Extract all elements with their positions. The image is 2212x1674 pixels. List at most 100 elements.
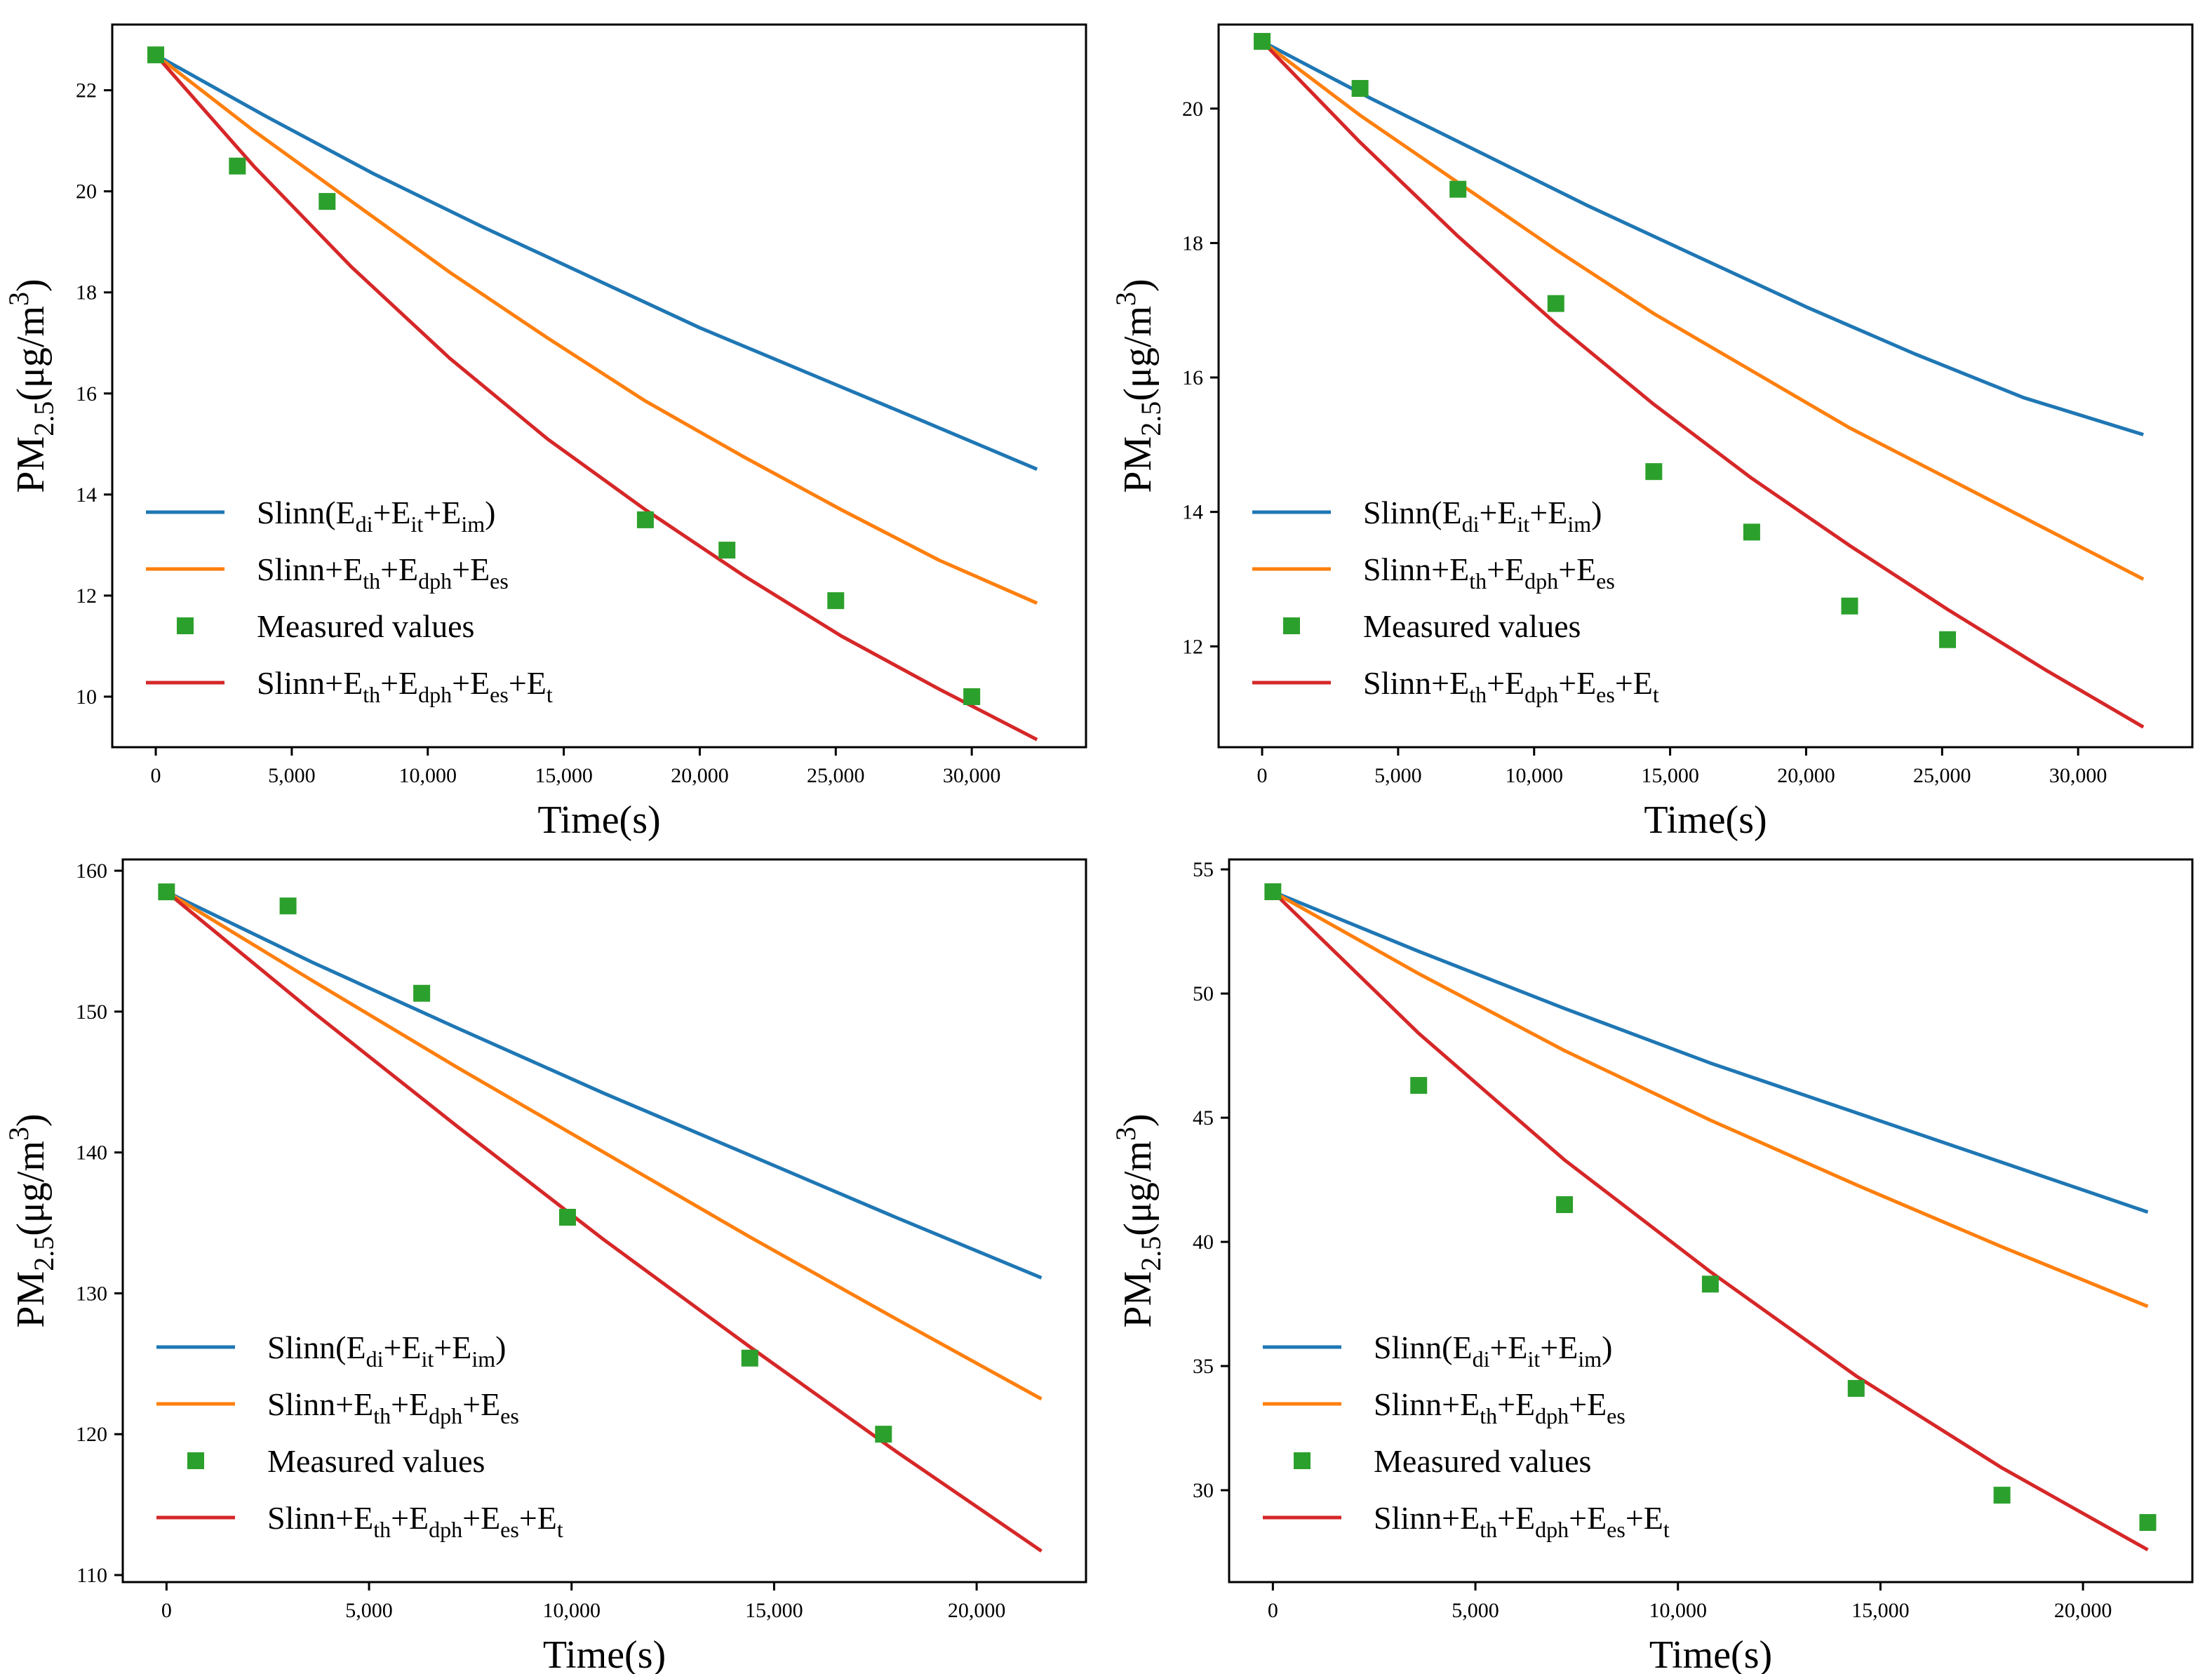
x-tick-label: 15,000 xyxy=(745,1599,803,1622)
x-tick-label: 25,000 xyxy=(1913,764,1971,787)
measured-point xyxy=(1743,523,1760,541)
measured-point xyxy=(1993,1487,2011,1504)
series-line-orange xyxy=(154,53,1038,605)
y-tick-label: 14 xyxy=(76,483,97,507)
legend-label: Measured values xyxy=(1363,608,1581,644)
x-tick-label: 15,000 xyxy=(535,764,593,787)
chart-panel-4: 0 5,000 10,000 15,000 20,000 30 35 40 45 50 55 Time… xyxy=(1110,858,2194,1674)
series-line-orange xyxy=(1272,890,2149,1308)
measured-point xyxy=(2139,1514,2157,1532)
chart-panel-1: 0 5,000 10,000 15,000 20,000 25,000 30,000 10 12… xyxy=(3,23,1087,842)
y-axis-label: PM2.5(μg/m3) xyxy=(1110,1113,1167,1327)
series-line-blue xyxy=(1261,39,2144,436)
x-tick-label: 20,000 xyxy=(948,1599,1006,1622)
x-tick-label: 0 xyxy=(151,764,161,787)
series-line-blue xyxy=(166,890,1043,1280)
y-tick-label: 110 xyxy=(76,1564,107,1587)
x-tick-label: 30,000 xyxy=(943,764,1001,787)
measured-point xyxy=(741,1349,758,1367)
x-tick-label: 30,000 xyxy=(2049,764,2107,787)
y-axis-label: PM2.5(μg/m3) xyxy=(3,1113,60,1327)
legend-label: Slinn(Edi+Eit+Eim) xyxy=(1363,495,1602,537)
y-tick-label: 14 xyxy=(1182,501,1203,524)
x-tick-label: 0 xyxy=(161,1599,172,1622)
x-axis-label: Time(s) xyxy=(1644,798,1767,842)
legend-label: Slinn(Edi+Eit+Eim) xyxy=(257,495,495,537)
series-line-red xyxy=(1271,890,2149,1552)
measured-point xyxy=(1449,180,1467,198)
y-tick-label: 12 xyxy=(76,584,97,608)
measured-point xyxy=(1264,883,1282,901)
measured-point xyxy=(827,592,845,610)
measured-point xyxy=(147,46,165,64)
y-tick-label: 16 xyxy=(1182,366,1203,389)
y-tick-label: 30 xyxy=(1193,1479,1214,1502)
y-tick-label: 45 xyxy=(1193,1106,1214,1130)
measured-point xyxy=(1254,32,1271,50)
measured-point xyxy=(963,688,981,705)
y-tick-label: 10 xyxy=(76,685,97,709)
measured-point xyxy=(558,1208,576,1226)
y-tick-label: 40 xyxy=(1193,1231,1214,1254)
y-tick-label: 16 xyxy=(76,382,97,406)
series-line-blue xyxy=(154,53,1038,471)
x-axis-label: Time(s) xyxy=(1649,1633,1772,1674)
measured-point xyxy=(1645,463,1663,481)
y-axis-label: PM2.5(μg/m3) xyxy=(3,279,60,493)
y-tick-label: 130 xyxy=(76,1282,107,1305)
y-tick-label: 50 xyxy=(1193,982,1214,1005)
measured-point xyxy=(718,542,736,559)
x-tick-label: 10,000 xyxy=(1505,764,1563,787)
measured-point xyxy=(1351,80,1369,98)
measured-point xyxy=(1701,1275,1719,1293)
x-tick-label: 20,000 xyxy=(2054,1599,2112,1622)
plot-frame xyxy=(1217,23,2194,749)
plot-frame xyxy=(1228,858,2194,1583)
legend-label: Slinn+Eth+Edph+Ees xyxy=(1363,551,1615,594)
series-line-blue xyxy=(1272,890,2149,1214)
y-tick-label: 20 xyxy=(1182,98,1203,121)
plot-frame xyxy=(121,858,1087,1583)
y-tick-label: 22 xyxy=(76,79,97,102)
y-tick-label: 12 xyxy=(1182,635,1203,658)
series-line-red xyxy=(1261,40,2145,729)
legend-label: Slinn+Eth+Edph+Ees+Et xyxy=(1374,1500,1670,1542)
legend-swatch-marker xyxy=(187,1452,204,1469)
series-line-orange xyxy=(1261,40,2145,581)
x-tick-label: 10,000 xyxy=(1649,1599,1707,1622)
legend-label: Slinn+Eth+Edph+Ees xyxy=(257,551,509,594)
measured-point xyxy=(319,193,336,210)
x-axis-label: Time(s) xyxy=(543,1633,666,1674)
x-tick-label: 25,000 xyxy=(807,764,865,787)
measured-point xyxy=(875,1426,892,1443)
measured-point xyxy=(636,511,654,528)
legend-label: Slinn+Eth+Edph+Ees+Et xyxy=(267,1500,563,1542)
y-tick-label: 140 xyxy=(76,1141,107,1165)
series-line-red xyxy=(154,53,1038,742)
legend-label: Slinn(Edi+Eit+Eim) xyxy=(1374,1330,1612,1372)
legend-label: Measured values xyxy=(267,1443,485,1479)
legend-label: Measured values xyxy=(1374,1443,1591,1479)
measured-point xyxy=(413,984,431,1002)
y-tick-label: 20 xyxy=(76,180,97,203)
legend-swatch-marker xyxy=(177,617,194,634)
legend-label: Slinn+Eth+Edph+Ees xyxy=(267,1386,519,1428)
y-tick-label: 55 xyxy=(1193,858,1214,881)
y-tick-label: 18 xyxy=(1182,232,1203,255)
measured-point xyxy=(229,157,246,175)
y-tick-label: 160 xyxy=(76,859,107,883)
legend-label: Slinn(Edi+Eit+Eim) xyxy=(267,1330,506,1372)
x-tick-label: 10,000 xyxy=(542,1599,601,1622)
y-axis-label: PM2.5(μg/m3) xyxy=(1110,279,1167,493)
x-tick-label: 5,000 xyxy=(268,764,316,787)
x-tick-label: 5,000 xyxy=(1374,764,1422,787)
x-tick-label: 15,000 xyxy=(1641,764,1699,787)
y-tick-label: 18 xyxy=(76,281,97,304)
x-tick-label: 0 xyxy=(1257,764,1268,787)
measured-point xyxy=(158,883,175,901)
measured-point xyxy=(1410,1077,1428,1094)
chart-panel-2: 0 5,000 10,000 15,000 20,000 25,000 30,000 12 14… xyxy=(1110,23,2194,842)
legend-label: Slinn+Eth+Edph+Ees+Et xyxy=(257,665,553,707)
series-line-red xyxy=(165,890,1043,1553)
